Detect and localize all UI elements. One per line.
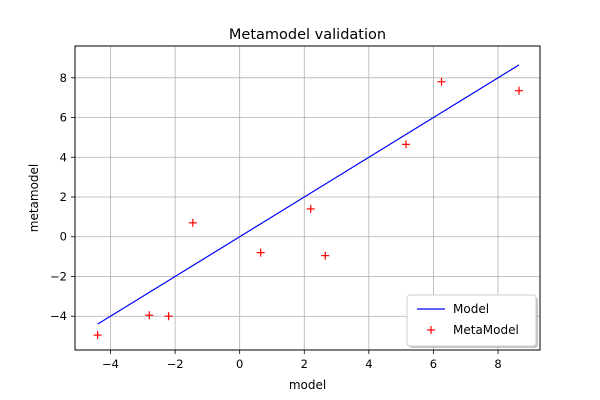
metamodel-point — [256, 248, 265, 257]
y-tick-label: 8 — [60, 71, 67, 85]
x-tick-label: 6 — [430, 357, 437, 371]
legend-label: MetaModel — [453, 323, 519, 337]
y-tick-label: −4 — [50, 309, 67, 323]
chart-title: Metamodel validation — [229, 27, 386, 43]
metamodel-point — [306, 204, 315, 213]
x-axis-label: model — [289, 378, 326, 392]
metamodel-point — [93, 331, 102, 340]
x-tick-label: 2 — [301, 357, 308, 371]
model-line — [97, 64, 520, 325]
x-tick-label: 0 — [236, 357, 243, 371]
axes-frame — [74, 45, 541, 351]
metamodel-point — [188, 218, 197, 227]
legend-label: Model — [453, 302, 489, 316]
metamodel-point — [321, 251, 330, 260]
x-tick-label: −2 — [167, 357, 184, 371]
y-axis-label: metamodel — [27, 164, 41, 233]
ticks: −4 −2 0 2 4 6 8 −4 −2 0 2 4 6 8 — [50, 71, 502, 371]
legend: Model MetaModel — [406, 294, 538, 348]
y-tick-label: 6 — [60, 111, 67, 125]
x-tick-label: −4 — [102, 357, 119, 371]
legend-box — [406, 294, 537, 347]
metamodel-point — [145, 311, 154, 320]
metamodel-point — [401, 140, 410, 149]
y-tick-label: 4 — [60, 150, 67, 164]
y-tick-label: 2 — [60, 190, 67, 204]
metamodel-point — [515, 86, 524, 95]
x-tick-label: 8 — [494, 357, 501, 371]
grid — [75, 46, 540, 350]
y-tick-label: 0 — [60, 230, 67, 244]
y-tick-label: −2 — [50, 269, 67, 283]
x-tick-label: 4 — [365, 357, 372, 371]
metamodel-point — [437, 77, 446, 86]
plot-area — [93, 64, 524, 340]
metamodel-point — [164, 312, 173, 321]
